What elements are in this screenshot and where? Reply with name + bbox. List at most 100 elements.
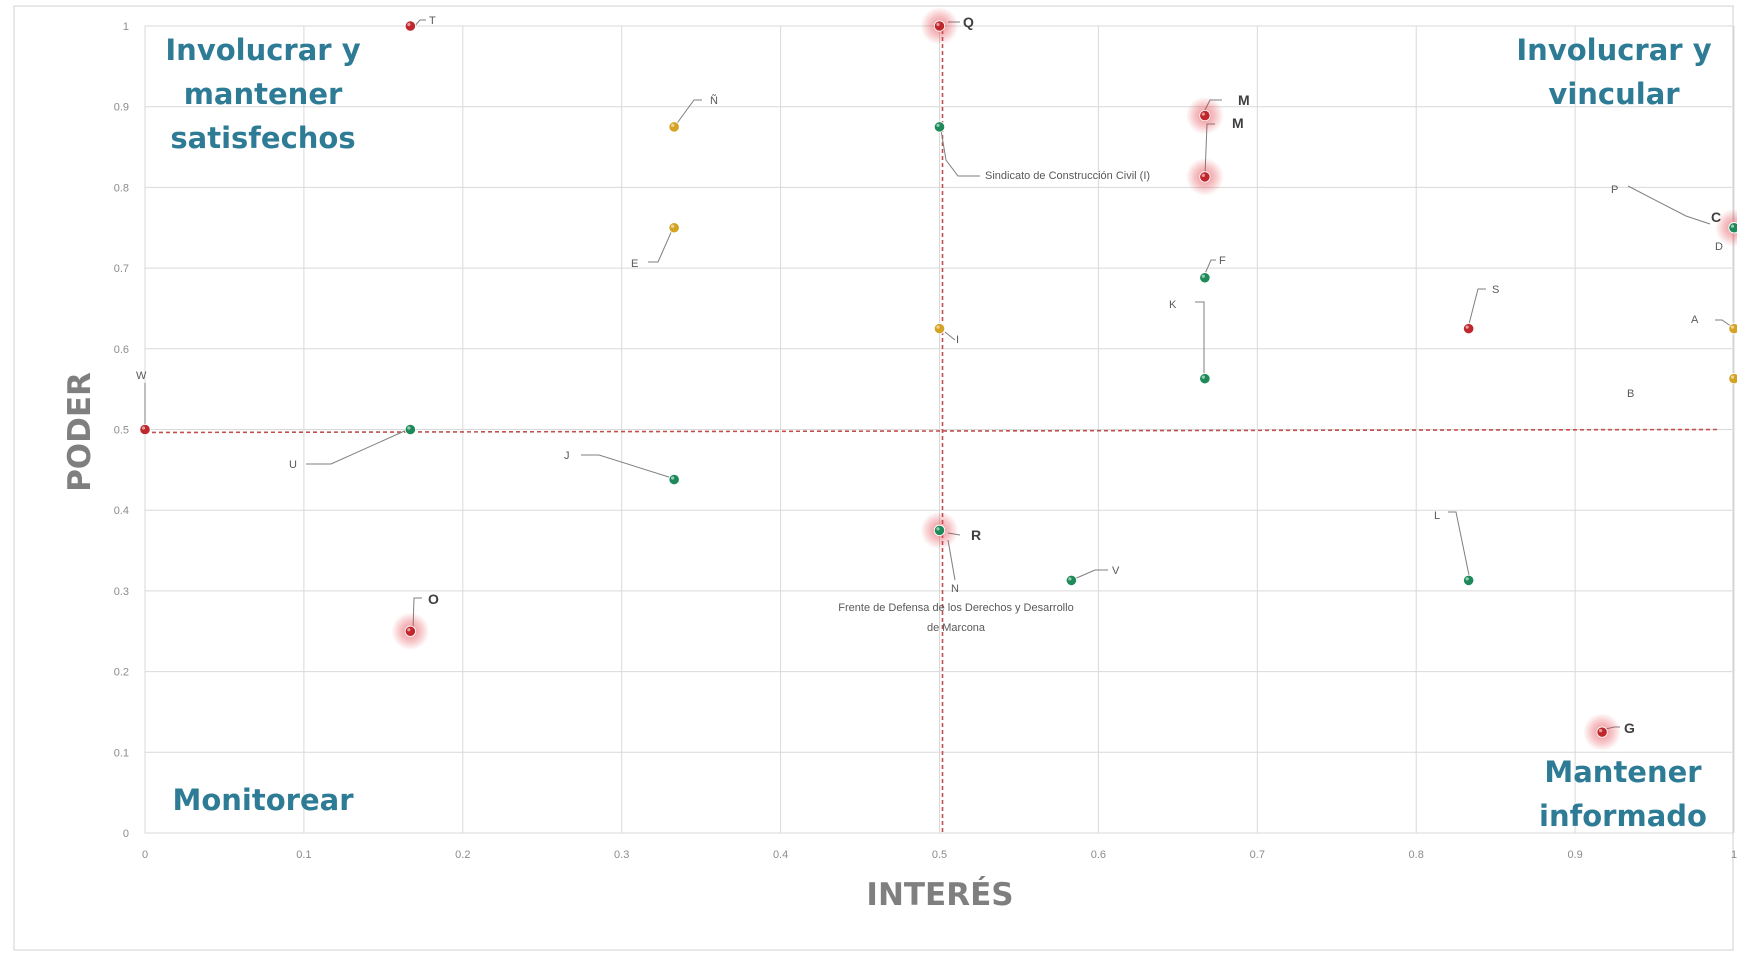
point-labels: T Q Ñ M M Sindicato de Construcción Civi… (136, 14, 1723, 736)
label-r: R (971, 527, 981, 543)
data-point-v (1065, 574, 1077, 587)
y-tick-label: 0.7 (114, 263, 129, 275)
point-marker (668, 473, 680, 486)
x-tick-label: 0.4 (773, 849, 788, 861)
point-marker-shine (1599, 729, 1603, 733)
label-w: W (136, 370, 147, 382)
data-point-j (668, 473, 680, 486)
label-n-tilde: Ñ (710, 94, 718, 107)
label-n: N (951, 583, 959, 595)
chart-border (13, 5, 1734, 951)
label-d: D (1715, 241, 1723, 253)
data-point-t (404, 20, 416, 32)
point-marker (1199, 109, 1211, 122)
y-tick-label: 0.4 (114, 505, 129, 517)
data-point-s (1463, 323, 1475, 335)
y-tick-label: 0.9 (114, 102, 129, 114)
point-marker-shine (1730, 325, 1735, 329)
label-i: I (956, 334, 959, 346)
y-tick-label: 1 (123, 21, 129, 33)
label-v: V (1112, 565, 1120, 577)
point-marker-shine (1201, 112, 1205, 116)
y-tick-label: 0.1 (114, 747, 129, 759)
point-marker (404, 423, 416, 436)
quadrant-bottom-left-line-1: Monitorear (173, 783, 355, 817)
y-tick-label: 0.3 (114, 586, 129, 598)
point-marker-shine (671, 123, 675, 127)
point-marker-shine (936, 325, 940, 329)
quadrant-top-left-line-1: Involucrar y (165, 33, 360, 67)
label-p: P (1611, 184, 1618, 196)
quadrant-bottom-right: Mantener informado (1539, 755, 1707, 833)
x-tick-label: 0.2 (455, 849, 470, 861)
x-tick-label: 0.1 (296, 849, 311, 861)
point-marker (404, 20, 416, 32)
x-tick-label: 0.6 (1091, 849, 1106, 861)
quadrant-bottom-left: Monitorear (173, 783, 355, 817)
quadrant-top-right-line-1: Involucrar y (1516, 33, 1711, 67)
x-tick-label: 0.7 (1250, 849, 1265, 861)
x-tick-label: 0.5 (932, 849, 947, 861)
label-g: G (1624, 720, 1635, 736)
point-marker-shine (1730, 375, 1735, 379)
point-marker-shine (1068, 577, 1072, 581)
point-marker-shine (1201, 173, 1205, 178)
y-tick-label: 0 (123, 828, 129, 840)
y-tick-label: 0.6 (114, 344, 129, 356)
point-marker-shine (671, 224, 675, 228)
point-marker-shine (407, 426, 411, 430)
point-marker (1065, 574, 1077, 587)
y-axis-title: PODER (62, 372, 98, 492)
label-frente-2: de Marcona (927, 622, 986, 634)
label-t: T (429, 15, 436, 27)
point-marker-shine (1730, 224, 1735, 228)
label-q: Q (963, 14, 974, 30)
x-tick-label: 0 (142, 849, 148, 861)
point-highlight-glow (1715, 208, 1737, 247)
x-tick-label: 0.9 (1567, 849, 1582, 861)
quadrant-top-right: Involucrar y vincular (1516, 33, 1711, 111)
quadrant-top-right-line-2: vincular (1548, 77, 1680, 111)
point-marker (1199, 272, 1211, 284)
point-marker-shine (1465, 325, 1469, 329)
data-point-g (1583, 713, 1622, 752)
point-marker (1463, 574, 1475, 587)
data-point-frente-de-defensa-de-los-derechos-y-desarrollo-de-marcona-n (933, 524, 946, 536)
data-point-l (1463, 574, 1475, 587)
y-tick-label: 0.5 (114, 425, 129, 437)
data-point-f (1199, 272, 1211, 284)
label-frente-1: Frente de Defensa de los Derechos y Desa… (838, 602, 1073, 614)
quadrant-top-left-line-3: satisfechos (170, 121, 355, 155)
quadrant-bottom-right-line-1: Mantener (1544, 755, 1702, 789)
data-point-k (1199, 373, 1211, 385)
point-marker-shine (141, 426, 146, 430)
point-marker (933, 121, 946, 133)
label-a: A (1691, 314, 1699, 326)
label-u: U (289, 459, 297, 471)
point-marker (139, 423, 151, 436)
data-point-m (1185, 157, 1224, 196)
data-point-ñ (668, 121, 680, 133)
label-sindicato: Sindicato de Construcción Civil (I) (985, 170, 1150, 182)
point-marker (1199, 171, 1211, 183)
label-o: O (428, 591, 439, 607)
point-marker-shine (407, 22, 411, 27)
label-c: C (1711, 209, 1721, 225)
quadrant-top-left: Involucrar y mantener satisfechos (165, 33, 360, 155)
data-point-q (920, 7, 959, 45)
data-point-a (1728, 323, 1737, 335)
point-marker-shine (407, 628, 411, 632)
data-point-d (1728, 222, 1737, 234)
label-l: L (1434, 510, 1440, 522)
data-point-u (404, 423, 416, 436)
point-marker-shine (1201, 375, 1205, 379)
data-point-w (139, 423, 151, 436)
point-marker (933, 20, 946, 32)
point-marker (668, 222, 680, 234)
point-marker (668, 121, 680, 133)
x-tick-label: 0.8 (1409, 849, 1424, 861)
x-axis-title: INTERÉS (866, 877, 1013, 913)
point-marker-shine (936, 123, 940, 127)
point-marker-shine (671, 476, 675, 480)
label-e: E (631, 258, 638, 270)
